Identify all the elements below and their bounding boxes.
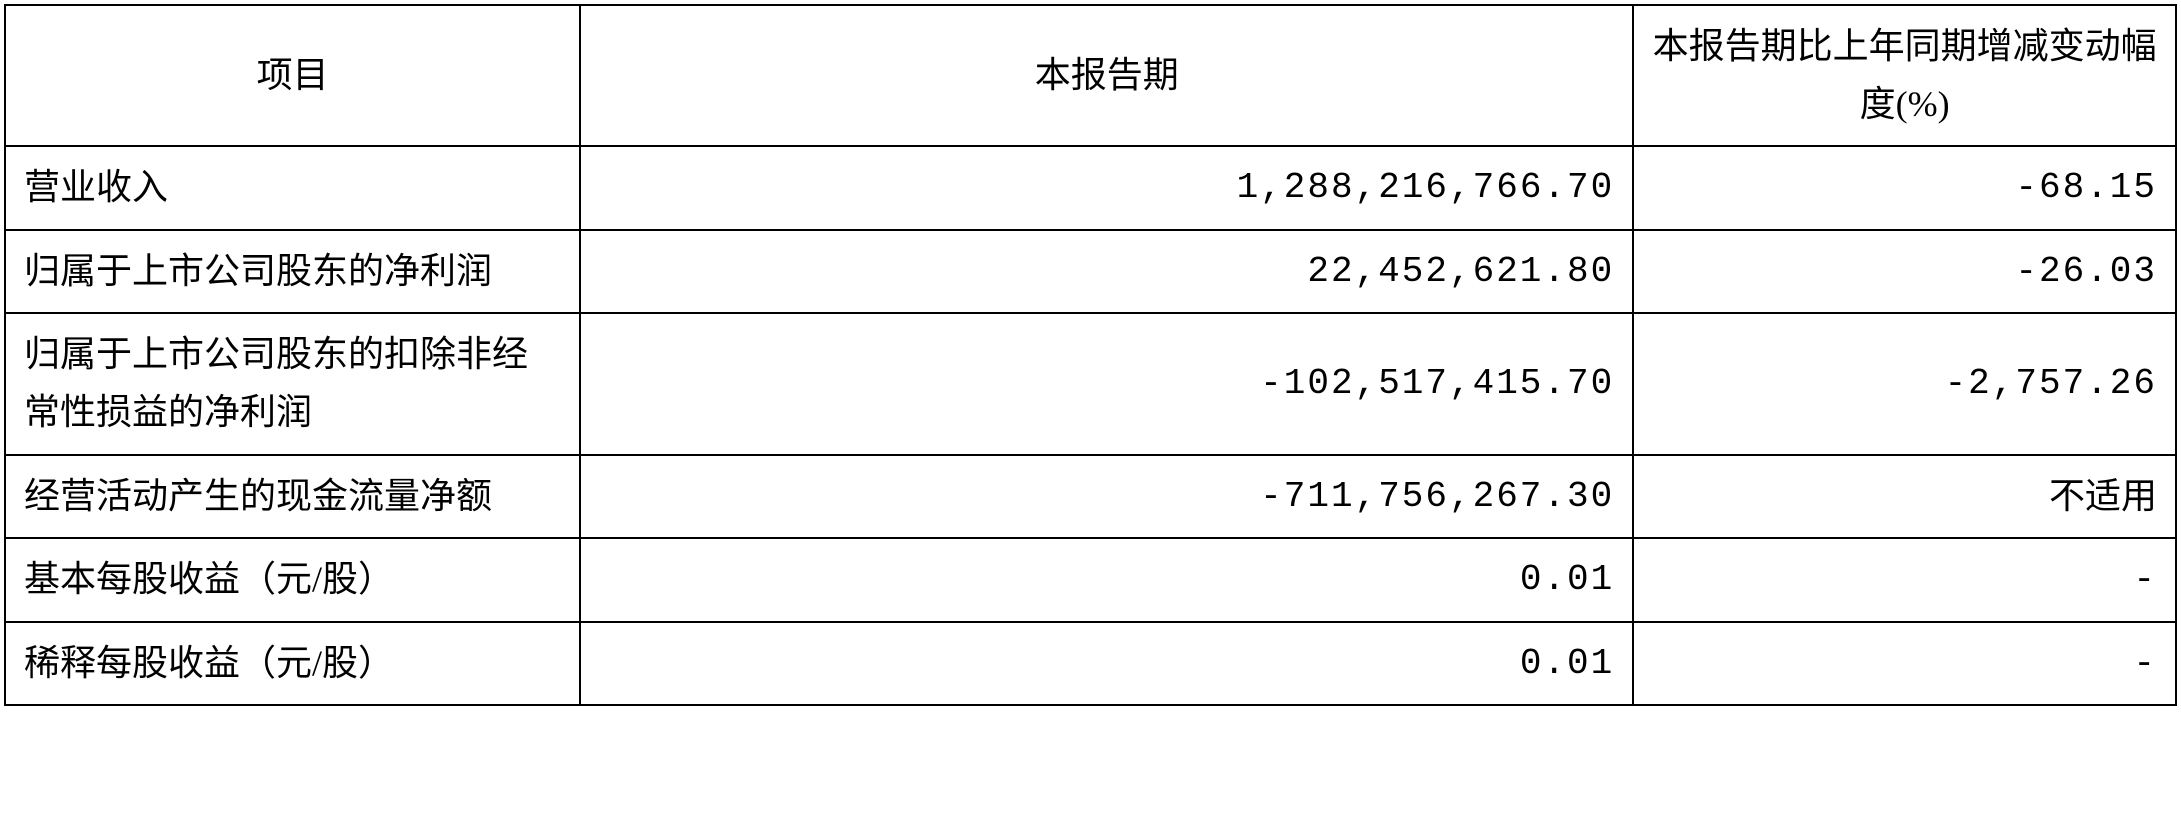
table-row: 归属于上市公司股东的扣除非经常性损益的净利润 -102,517,415.70 -… <box>5 313 2176 454</box>
row-label: 归属于上市公司股东的扣除非经常性损益的净利润 <box>5 313 580 454</box>
row-period: 1,288,216,766.70 <box>580 146 1633 230</box>
row-label: 营业收入 <box>5 146 580 230</box>
row-period: -102,517,415.70 <box>580 313 1633 454</box>
table-body: 营业收入 1,288,216,766.70 -68.15 归属于上市公司股东的净… <box>5 146 2176 705</box>
table-row: 经营活动产生的现金流量净额 -711,756,267.30 不适用 <box>5 455 2176 539</box>
table-header: 项目 本报告期 本报告期比上年同期增减变动幅度(%) <box>5 5 2176 146</box>
table-row: 归属于上市公司股东的净利润 22,452,621.80 -26.03 <box>5 230 2176 314</box>
table-row: 营业收入 1,288,216,766.70 -68.15 <box>5 146 2176 230</box>
header-row: 项目 本报告期 本报告期比上年同期增减变动幅度(%) <box>5 5 2176 146</box>
row-period: 0.01 <box>580 538 1633 622</box>
header-change: 本报告期比上年同期增减变动幅度(%) <box>1633 5 2176 146</box>
financial-table: 项目 本报告期 本报告期比上年同期增减变动幅度(%) 营业收入 1,288,21… <box>4 4 2177 706</box>
table-row: 稀释每股收益（元/股） 0.01 - <box>5 622 2176 706</box>
row-change: -68.15 <box>1633 146 2176 230</box>
row-change: - <box>1633 622 2176 706</box>
row-label: 稀释每股收益（元/股） <box>5 622 580 706</box>
row-period: -711,756,267.30 <box>580 455 1633 539</box>
row-change: 不适用 <box>1633 455 2176 539</box>
row-period: 0.01 <box>580 622 1633 706</box>
header-period: 本报告期 <box>580 5 1633 146</box>
row-label: 归属于上市公司股东的净利润 <box>5 230 580 314</box>
row-change: - <box>1633 538 2176 622</box>
row-label: 经营活动产生的现金流量净额 <box>5 455 580 539</box>
row-period: 22,452,621.80 <box>580 230 1633 314</box>
row-label: 基本每股收益（元/股） <box>5 538 580 622</box>
row-change: -2,757.26 <box>1633 313 2176 454</box>
table-row: 基本每股收益（元/股） 0.01 - <box>5 538 2176 622</box>
header-item: 项目 <box>5 5 580 146</box>
row-change: -26.03 <box>1633 230 2176 314</box>
